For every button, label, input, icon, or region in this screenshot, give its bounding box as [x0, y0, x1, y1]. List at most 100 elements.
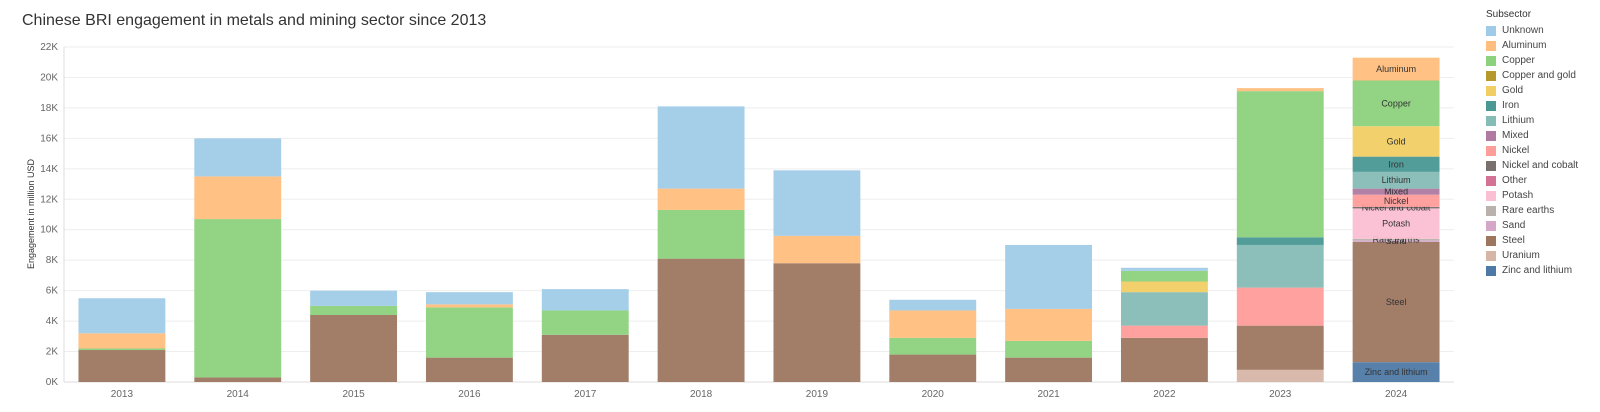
legend-label: Other: [1502, 175, 1528, 186]
legend-item: Aluminum: [1486, 38, 1596, 53]
bar-segment: [425, 307, 513, 358]
bar-segment: [1236, 237, 1324, 245]
bar-stack-2016: [425, 292, 513, 382]
legend-swatch: [1486, 25, 1496, 36]
x-tick-label: 2018: [690, 389, 713, 400]
x-tick-label: 2022: [1153, 389, 1176, 400]
chart-title: Chinese BRI engagement in metals and min…: [22, 12, 487, 29]
bar-segment: [1005, 340, 1093, 358]
x-tick-label: 2021: [1037, 389, 1060, 400]
x-tick-label: 2013: [111, 389, 134, 400]
bar-segment: [425, 304, 513, 308]
bar-stack-2020: [889, 299, 977, 382]
bar-segment: [1352, 126, 1440, 157]
bar-segment: [1352, 208, 1440, 239]
data-label: Nickel: [1384, 196, 1409, 206]
bar-segment: [194, 176, 282, 220]
y-tick-label: 2K: [46, 347, 59, 358]
x-tick-label: 2024: [1385, 389, 1408, 400]
legend-item: Iron: [1486, 98, 1596, 113]
bar-stack-2017: [541, 289, 629, 382]
bar-segment: [1352, 194, 1440, 207]
legend-swatch: [1486, 190, 1496, 201]
legend-label: Potash: [1502, 190, 1534, 201]
legend-item: Sand: [1486, 218, 1596, 233]
bar-segment: [889, 299, 977, 311]
bar-stack-2015: [310, 290, 398, 382]
data-label: Sand: [1386, 236, 1407, 246]
bar-segment: [1005, 357, 1093, 382]
data-label: Gold: [1387, 136, 1406, 146]
bar-segment: [310, 305, 398, 315]
bar-segment: [1352, 57, 1440, 81]
legend: Subsector Unknown Aluminum Copper Copper an…: [1486, 9, 1596, 278]
legend-swatch: [1486, 130, 1496, 141]
bar-segment: [541, 334, 629, 382]
data-label: Mixed: [1384, 187, 1408, 197]
legend-items: Unknown Aluminum Copper Copper and gold Gold…: [1486, 23, 1596, 278]
x-tick-label: 2023: [1269, 389, 1292, 400]
legend-swatch: [1486, 205, 1496, 216]
legend-item: Lithium: [1486, 113, 1596, 128]
legend-label: Nickel and cobalt: [1502, 160, 1579, 171]
bar-stack-2023: [1236, 88, 1324, 382]
y-tick-label: 14K: [40, 164, 58, 175]
bar-stack-2013: [78, 298, 166, 382]
legend-item: Steel: [1486, 233, 1596, 248]
bar-segment: [1120, 267, 1208, 271]
bar-segment: [1352, 206, 1440, 209]
legend-label: Unknown: [1502, 25, 1544, 36]
y-tick-label: 10K: [40, 225, 58, 236]
legend-swatch: [1486, 85, 1496, 96]
bar-segment: [1120, 292, 1208, 326]
legend-label: Nickel: [1502, 145, 1530, 156]
data-label: Nickel and cobalt: [1362, 203, 1431, 213]
legend-item: Zinc and lithium: [1486, 263, 1596, 278]
bar-segment: [773, 263, 861, 382]
legend-swatch: [1486, 70, 1496, 81]
legend-swatch: [1486, 40, 1496, 51]
bar-segment: [1236, 244, 1324, 288]
y-tick-label: 0K: [46, 377, 59, 388]
bar-segment: [194, 219, 282, 378]
x-tick-label: 2015: [342, 389, 365, 400]
bar-segment: [1352, 171, 1440, 189]
bar-segment: [1352, 156, 1440, 172]
bar-segment: [1005, 308, 1093, 341]
legend-item: Gold: [1486, 83, 1596, 98]
bar-segment: [194, 138, 282, 177]
legend-swatch: [1486, 175, 1496, 186]
legend-swatch: [1486, 160, 1496, 171]
bar-segment: [1352, 241, 1440, 363]
bar-segment: [425, 292, 513, 305]
legend-item: Other: [1486, 173, 1596, 188]
bar-segment: [425, 357, 513, 382]
legend-label: Iron: [1502, 100, 1520, 111]
bar-segment: [1236, 287, 1324, 326]
bar-segment: [1005, 244, 1093, 309]
bar-segment: [541, 289, 629, 311]
legend-swatch: [1486, 235, 1496, 246]
bar-segment: [78, 348, 166, 351]
bar-segment: [1120, 325, 1208, 338]
legend-swatch: [1486, 115, 1496, 126]
bar-segment: [657, 106, 745, 189]
chart-plot: 0K 2K 4K 6K 8K 10K 12K 14K 16K 18K 20K 22K Engagemen…: [26, 42, 1454, 400]
bar-segment: [1236, 91, 1324, 238]
bar-segment: [1352, 238, 1440, 241]
bar-segment: [1120, 270, 1208, 282]
data-label: Zinc and lithium: [1365, 367, 1428, 377]
data-label: Iron: [1388, 159, 1404, 169]
legend-item: Copper and gold: [1486, 68, 1596, 83]
bar-segment: [657, 209, 745, 259]
bar-segment: [78, 298, 166, 334]
legend-item: Copper: [1486, 53, 1596, 68]
legend-item: Uranium: [1486, 248, 1596, 263]
bar-segment: [889, 354, 977, 382]
bar-segment: [1352, 362, 1440, 382]
legend-label: Uranium: [1502, 250, 1540, 261]
bar-segment: [1352, 240, 1440, 242]
legend-label: Mixed: [1502, 130, 1529, 141]
bar-segment: [1236, 88, 1324, 92]
data-label: Aluminum: [1376, 64, 1416, 74]
